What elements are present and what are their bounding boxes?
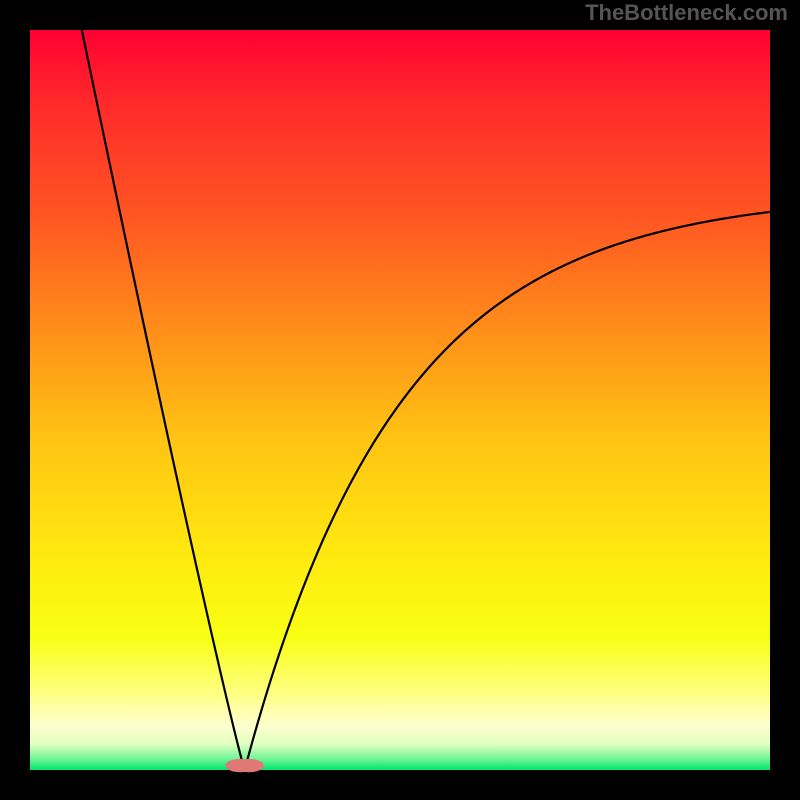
- optimal-marker: [234, 759, 264, 772]
- plot-background: [30, 30, 770, 770]
- watermark-text: TheBottleneck.com: [585, 0, 788, 26]
- chart-container: TheBottleneck.com: [0, 0, 800, 800]
- bottleneck-chart: [0, 0, 800, 800]
